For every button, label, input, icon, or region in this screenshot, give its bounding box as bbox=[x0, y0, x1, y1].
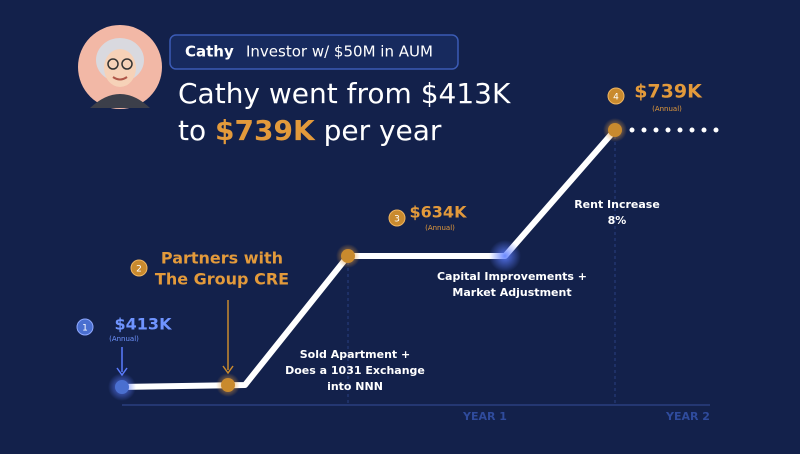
arrow-head bbox=[116, 367, 128, 377]
step-badge bbox=[607, 87, 625, 105]
milestone-value: $739K bbox=[634, 81, 703, 103]
headline: Cathy went from $413K bbox=[178, 77, 511, 110]
headline: to $739K per year bbox=[178, 114, 442, 147]
step-number: 2 bbox=[136, 265, 142, 275]
name-pill bbox=[169, 34, 459, 70]
arrow-head bbox=[222, 365, 234, 375]
marker bbox=[608, 123, 622, 137]
investor-name: Cathy bbox=[185, 43, 234, 61]
step-badge bbox=[130, 259, 148, 277]
event-text: Does a 1031 Exchange bbox=[285, 364, 425, 377]
milestone-label: Partners with bbox=[161, 249, 283, 268]
event-text: Capital Improvements + bbox=[437, 270, 587, 283]
event-text: Rent Increase bbox=[574, 198, 660, 211]
milestone-value: $634K bbox=[410, 203, 468, 222]
milestone-note: (Annual) bbox=[109, 335, 139, 343]
headline-highlight: $739K bbox=[215, 114, 316, 147]
step-badge bbox=[388, 209, 406, 227]
event-text: 8% bbox=[608, 214, 627, 227]
event-text: Market Adjustment bbox=[452, 286, 571, 299]
event-text: into NNN bbox=[327, 380, 383, 393]
step-badge bbox=[76, 318, 94, 336]
marker-glow bbox=[489, 240, 521, 272]
headline-part: to bbox=[178, 114, 206, 147]
milestone-value: $413K bbox=[115, 315, 173, 334]
step-number: 3 bbox=[394, 215, 400, 225]
headline-part: per year bbox=[324, 114, 442, 147]
avatar bbox=[78, 25, 162, 109]
step-number: 1 bbox=[82, 324, 88, 334]
event-text: Sold Apartment + bbox=[300, 348, 411, 361]
investor-role: Investor w/ $50M in AUM bbox=[246, 43, 433, 61]
step-number: 4 bbox=[613, 93, 619, 103]
axis-label: YEAR 1 bbox=[462, 410, 507, 423]
milestone-note: (Annual) bbox=[652, 105, 682, 113]
marker bbox=[115, 380, 129, 394]
axis-label: YEAR 2 bbox=[665, 410, 710, 423]
milestone-note: (Annual) bbox=[425, 224, 455, 232]
marker bbox=[221, 378, 235, 392]
marker bbox=[341, 249, 355, 263]
milestone-label: The Group CRE bbox=[155, 270, 289, 289]
